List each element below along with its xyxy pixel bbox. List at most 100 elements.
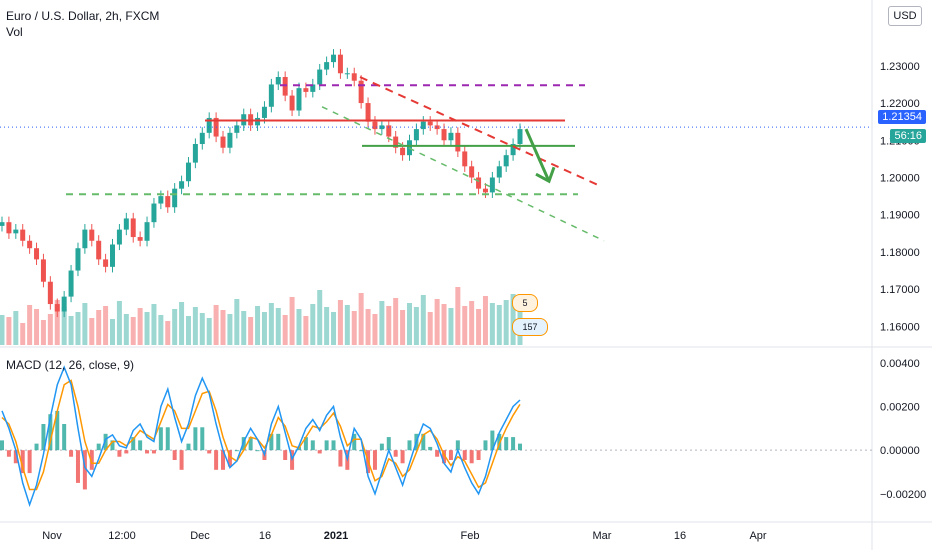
- candle-body: [455, 132, 461, 152]
- macd-histogram-bar: [75, 450, 80, 483]
- macd-histogram-bar: [476, 450, 481, 460]
- event-badge-2[interactable]: 157: [512, 318, 548, 336]
- volume-bar: [434, 299, 440, 345]
- macd-histogram-bar: [359, 450, 364, 452]
- candle-body: [344, 73, 350, 75]
- macd-histogram-bar: [34, 443, 39, 451]
- time-tick-label: 12:00: [108, 530, 136, 542]
- drawing-layer[interactable]: [0, 76, 872, 242]
- macd-histogram-bar: [400, 450, 405, 464]
- volume-bar: [400, 310, 406, 345]
- volume-bar: [448, 308, 454, 345]
- macd-tick-label: 0.00400: [880, 358, 920, 370]
- macd-histogram-bar: [62, 424, 67, 451]
- macd-histogram-bar: [283, 450, 288, 460]
- candle-body: [89, 229, 95, 241]
- macd-histogram-bar: [276, 433, 281, 451]
- last-price-badge: 1.21354: [878, 110, 926, 124]
- candle-body: [75, 248, 81, 271]
- symbol-title[interactable]: Euro / U.S. Dollar, 2h, FXCM: [6, 9, 160, 23]
- time-tick-label: Dec: [190, 530, 210, 542]
- volume-bar: [144, 312, 150, 345]
- macd-indicator-label[interactable]: MACD (12, 26, close, 9): [6, 358, 135, 372]
- candle-body: [351, 73, 357, 81]
- volume-bar: [185, 316, 191, 345]
- support-trendline: [321, 106, 605, 242]
- candle-body: [20, 229, 26, 241]
- volume-bar: [510, 294, 516, 345]
- candle-body: [420, 121, 426, 130]
- resistance-trendline: [359, 76, 603, 188]
- volume-bar: [40, 320, 46, 345]
- macd-histogram-bar: [165, 427, 170, 451]
- macd-histogram-bar: [386, 437, 391, 451]
- macd-histogram-bar: [518, 443, 522, 451]
- volume-bar: [89, 318, 95, 345]
- macd-histogram-bar: [255, 450, 260, 452]
- volume-bar: [496, 305, 502, 345]
- candle-body: [261, 106, 267, 118]
- volume-bar: [455, 287, 461, 345]
- volume-bar: [220, 310, 226, 345]
- candle-body: [393, 136, 399, 148]
- macd-histogram-bar: [511, 437, 516, 451]
- candle-body: [365, 103, 371, 122]
- time-tick-label: 16: [259, 530, 271, 542]
- volume-bar: [420, 295, 426, 345]
- macd-histogram-bar: [331, 440, 336, 451]
- candle-body: [40, 259, 46, 282]
- volume-bar: [365, 309, 371, 345]
- macd-histogram-bar: [124, 450, 129, 454]
- candle-body: [482, 188, 488, 193]
- candle-body: [34, 248, 40, 260]
- candle-body: [427, 121, 433, 126]
- volume-indicator-label[interactable]: Vol: [6, 25, 23, 39]
- volume-bar: [289, 297, 295, 345]
- volume-bar: [20, 323, 26, 345]
- candle-body: [310, 84, 316, 92]
- candle-body: [400, 147, 406, 156]
- candle-body: [275, 77, 281, 85]
- volume-bar: [462, 306, 468, 345]
- time-tick-label: Nov: [42, 530, 62, 542]
- macd-histogram-bar: [172, 450, 177, 460]
- macd-histogram-bar: [82, 450, 87, 490]
- event-badge-1-text: 5: [522, 298, 528, 308]
- candle-body: [172, 188, 178, 208]
- candle-body: [192, 144, 198, 163]
- event-badge-1[interactable]: 5: [512, 294, 538, 312]
- volume-bar: [13, 311, 19, 345]
- volume-bar: [165, 321, 171, 345]
- macd-histogram-bar: [435, 450, 440, 457]
- candle-body: [496, 166, 502, 178]
- candle-body: [317, 69, 323, 85]
- volume-bar: [261, 312, 267, 345]
- candle-body: [61, 296, 67, 312]
- volume-bar: [116, 301, 122, 345]
- macd-histogram-bar: [221, 450, 226, 470]
- time-tick-label: 16: [674, 530, 686, 542]
- macd-histogram-bar: [324, 440, 329, 451]
- macd-histogram-bar: [179, 450, 184, 470]
- macd-histogram-bar: [421, 433, 426, 451]
- volume-bar: [406, 303, 412, 345]
- macd-histogram-bar: [317, 450, 322, 454]
- volume-bar: [27, 305, 33, 345]
- macd-histogram-bar: [490, 430, 495, 451]
- candle-body: [234, 125, 240, 133]
- candle-body: [503, 155, 509, 167]
- macd-tick-label: −0.00200: [880, 489, 926, 501]
- candle-body: [282, 77, 288, 96]
- macd-histogram-bar: [234, 450, 239, 452]
- macd-histogram-bar: [393, 450, 398, 457]
- price-tick-label: 1.17000: [880, 284, 920, 296]
- volume-bar: [172, 309, 178, 345]
- currency-button[interactable]: USD: [888, 6, 922, 26]
- macd-histogram-bar: [428, 446, 433, 451]
- candle-body: [165, 196, 171, 208]
- macd-histogram-bar: [303, 437, 308, 451]
- macd-histogram-bar: [207, 450, 212, 454]
